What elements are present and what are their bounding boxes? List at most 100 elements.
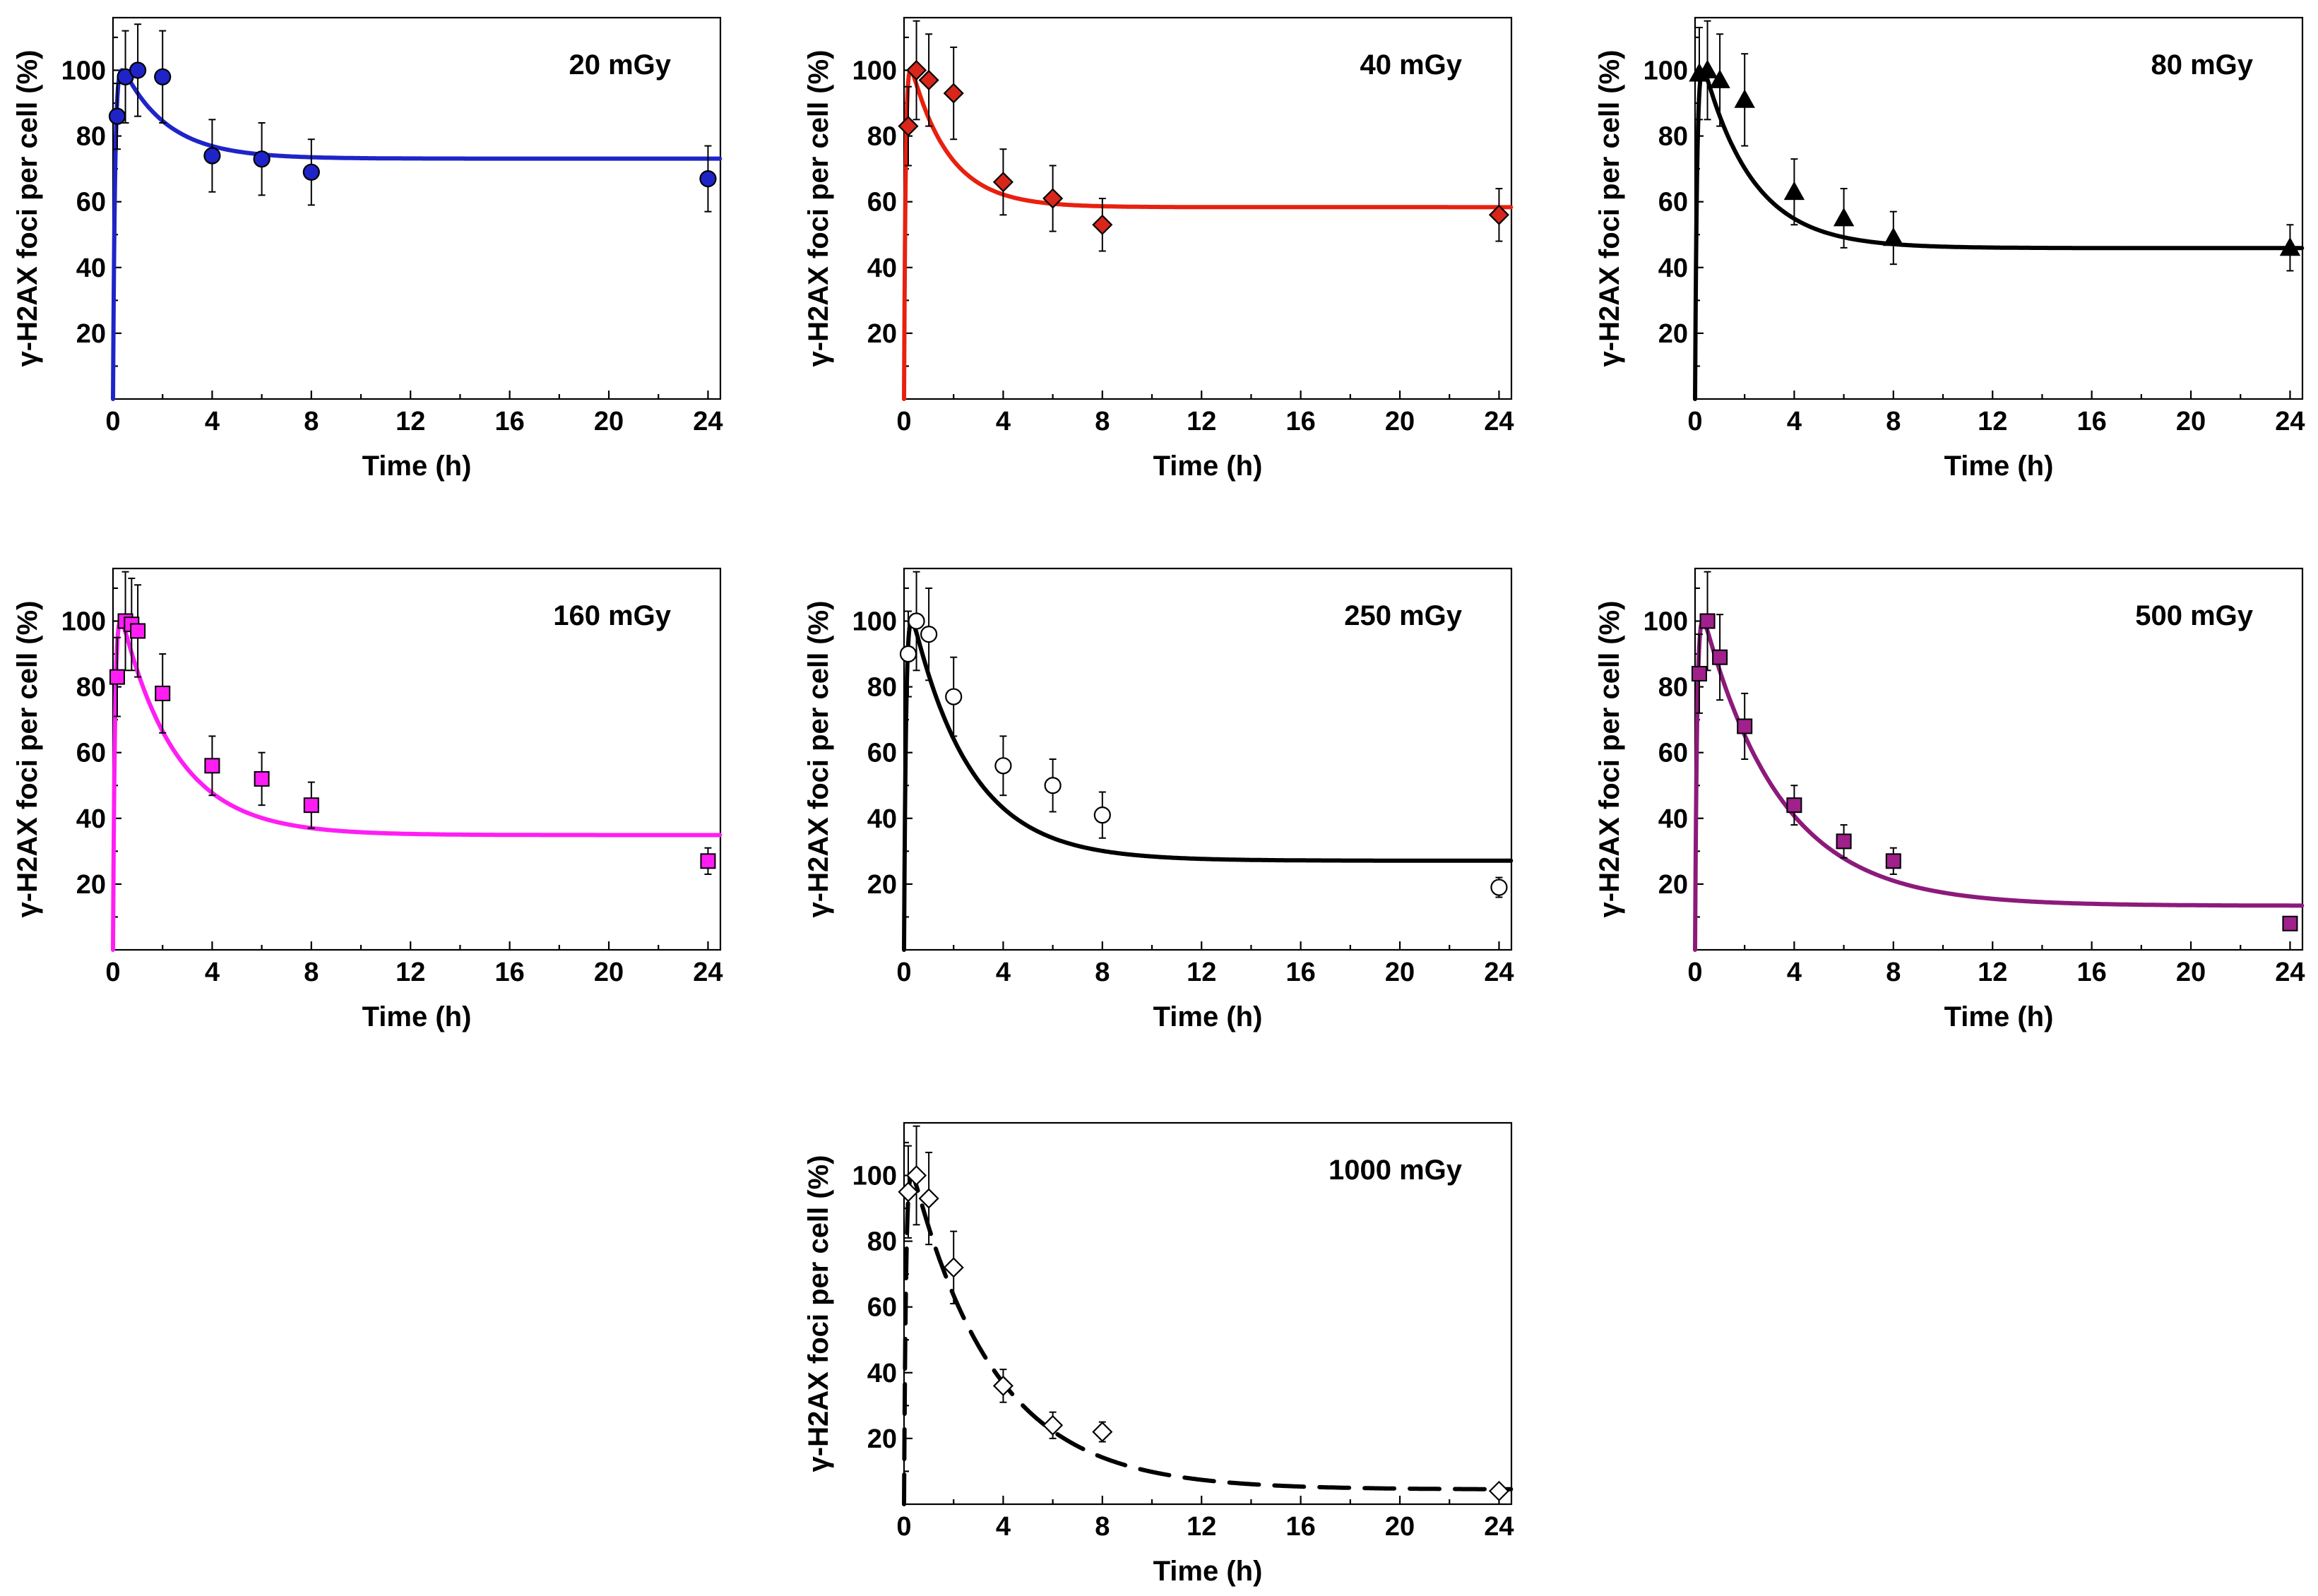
data-point: [943, 83, 964, 104]
fit-curve: [1693, 68, 2305, 401]
data-point: [992, 1375, 1014, 1396]
y-axis-title: γ-H2AX foci per cell (%): [803, 600, 834, 917]
data-point: [1836, 833, 1852, 850]
y-tick-label: 60: [76, 739, 106, 768]
y-tick-label: 20: [76, 319, 106, 349]
x-tick-label: 20: [2176, 407, 2206, 436]
data-point: [1044, 777, 1062, 794]
data-point: [254, 770, 270, 787]
y-tick-label: 20: [1658, 870, 1688, 900]
x-tick-label: 20: [2176, 958, 2206, 987]
x-tick-label: 8: [1095, 1512, 1110, 1542]
chart-panel-2: 0 4 8 12 16 20 24 20 40 60 80 100 Time (h) γ-H2AX foc…: [803, 16, 1514, 482]
x-tick-label: 0: [896, 958, 911, 987]
x-tick-label: 0: [105, 958, 120, 987]
data-point: [253, 150, 271, 168]
y-tick-label: 80: [867, 122, 897, 152]
data-point: [945, 688, 963, 705]
y-axis-title: γ-H2AX foci per cell (%): [12, 49, 43, 367]
y-tick-label: 100: [1644, 607, 1688, 636]
data-point: [203, 147, 221, 165]
x-tick-label: 16: [2076, 958, 2106, 987]
x-tick-label: 0: [896, 1512, 911, 1542]
data-point: [1488, 204, 1510, 225]
x-axis-title: Time (h): [1153, 451, 1263, 482]
x-tick-label: 8: [1095, 407, 1110, 436]
x-tick-label: 24: [2275, 407, 2305, 436]
y-axis-title: γ-H2AX foci per cell (%): [803, 49, 834, 367]
fit-curve: [902, 68, 1514, 401]
y-tick-label: 20: [867, 319, 897, 349]
data-point: [1712, 649, 1728, 665]
x-tick-label: 20: [594, 407, 624, 436]
y-axis-title: γ-H2AX foci per cell (%): [12, 600, 43, 917]
y-tick-label: 100: [852, 607, 897, 636]
x-tick-label: 20: [594, 958, 624, 987]
fit-curve: [111, 619, 723, 952]
y-tick-label: 100: [61, 56, 106, 85]
y-tick-label: 40: [867, 254, 897, 283]
y-tick-label: 60: [76, 188, 106, 218]
y-tick-label: 20: [76, 870, 106, 900]
y-tick-label: 40: [867, 1359, 897, 1388]
data-point: [302, 163, 320, 181]
data-point: [1042, 1415, 1064, 1436]
fit-curve: [1693, 619, 2305, 952]
y-tick-label: 80: [76, 122, 106, 152]
y-tick-label: 40: [867, 804, 897, 834]
fit-curve: [902, 619, 1514, 952]
x-tick-label: 12: [1187, 407, 1216, 436]
panel-dose-label: 500 mGy: [2135, 600, 2254, 631]
y-axis-title: γ-H2AX foci per cell (%): [803, 1155, 834, 1472]
x-axis-title: Time (h): [1944, 451, 2054, 482]
panel-dose-label: 1000 mGy: [1329, 1155, 1463, 1186]
y-tick-label: 60: [1658, 739, 1688, 768]
y-tick-label: 100: [852, 1161, 897, 1191]
chart-panel-7: 0 4 8 12 16 20 24 20 40 60 80 100 Time (h) γ-H2AX foc…: [803, 1121, 1514, 1587]
data-point: [1699, 613, 1716, 629]
data-point: [1092, 214, 1113, 235]
data-point: [129, 61, 147, 79]
data-point: [1042, 188, 1064, 209]
x-axis-title: Time (h): [1153, 1001, 1263, 1032]
data-point: [1783, 181, 1805, 201]
data-point: [2282, 915, 2298, 931]
chart-panel-5: 0 4 8 12 16 20 24 20 40 60 80 100 Time (h) γ-H2AX foc…: [803, 567, 1514, 1032]
x-tick-label: 4: [996, 407, 1011, 436]
x-tick-label: 24: [1484, 958, 1514, 987]
y-tick-label: 20: [867, 870, 897, 900]
data-point: [908, 612, 925, 630]
x-tick-label: 20: [1385, 958, 1415, 987]
x-axis-title: Time (h): [1944, 1001, 2054, 1032]
data-point: [155, 685, 171, 701]
data-point: [1737, 718, 1753, 734]
x-tick-label: 16: [494, 407, 524, 436]
y-tick-label: 80: [1658, 122, 1688, 152]
x-tick-label: 16: [2076, 407, 2106, 436]
x-tick-label: 12: [1978, 958, 2007, 987]
data-point: [108, 107, 126, 125]
x-tick-label: 0: [1687, 407, 1702, 436]
data-point: [204, 758, 220, 774]
panel-dose-label: 40 mGy: [1360, 49, 1462, 81]
x-axis-title: Time (h): [362, 451, 472, 482]
x-tick-label: 16: [1285, 958, 1315, 987]
x-tick-label: 4: [1787, 407, 1802, 436]
x-tick-label: 16: [1285, 407, 1315, 436]
data-point: [1833, 207, 1855, 227]
x-tick-label: 8: [304, 407, 319, 436]
y-tick-label: 100: [61, 607, 106, 636]
x-tick-label: 12: [1978, 407, 2007, 436]
y-tick-label: 100: [1644, 56, 1688, 85]
fit-curve: [111, 68, 723, 401]
x-tick-label: 8: [1095, 958, 1110, 987]
x-tick-label: 4: [1787, 958, 1802, 987]
x-axis-title: Time (h): [362, 1001, 472, 1032]
data-point: [1488, 1480, 1510, 1501]
y-axis-title: γ-H2AX foci per cell (%): [1594, 49, 1625, 367]
x-tick-label: 24: [1484, 407, 1514, 436]
y-tick-label: 80: [1658, 673, 1688, 703]
data-point: [1709, 69, 1730, 88]
x-tick-label: 24: [1484, 1512, 1514, 1542]
data-point: [918, 1188, 939, 1209]
